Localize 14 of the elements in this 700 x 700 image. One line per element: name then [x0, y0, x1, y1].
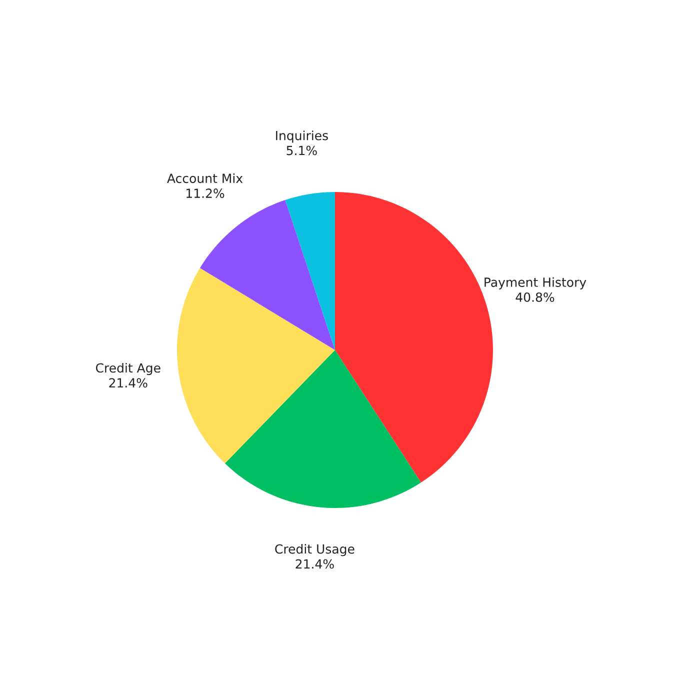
pie-slice	[177, 268, 335, 464]
slice-label: Account Mix	[167, 173, 243, 184]
data-label: 11.2%	[186, 188, 224, 198]
slice-label: Payment History	[484, 277, 586, 290]
slice-label: Credit Usage	[275, 544, 354, 556]
slice-label: Credit Age	[96, 362, 160, 376]
data-label: 21.4%	[296, 559, 334, 569]
pie-slice	[224, 350, 421, 508]
slice-label: Inquiries	[276, 130, 328, 143]
data-label: 40.8%	[516, 292, 554, 302]
data-label: 21.4%	[109, 378, 148, 388]
pie-slice	[285, 192, 335, 350]
pie-slice	[200, 200, 335, 350]
data-label: 5.1%	[286, 146, 317, 156]
